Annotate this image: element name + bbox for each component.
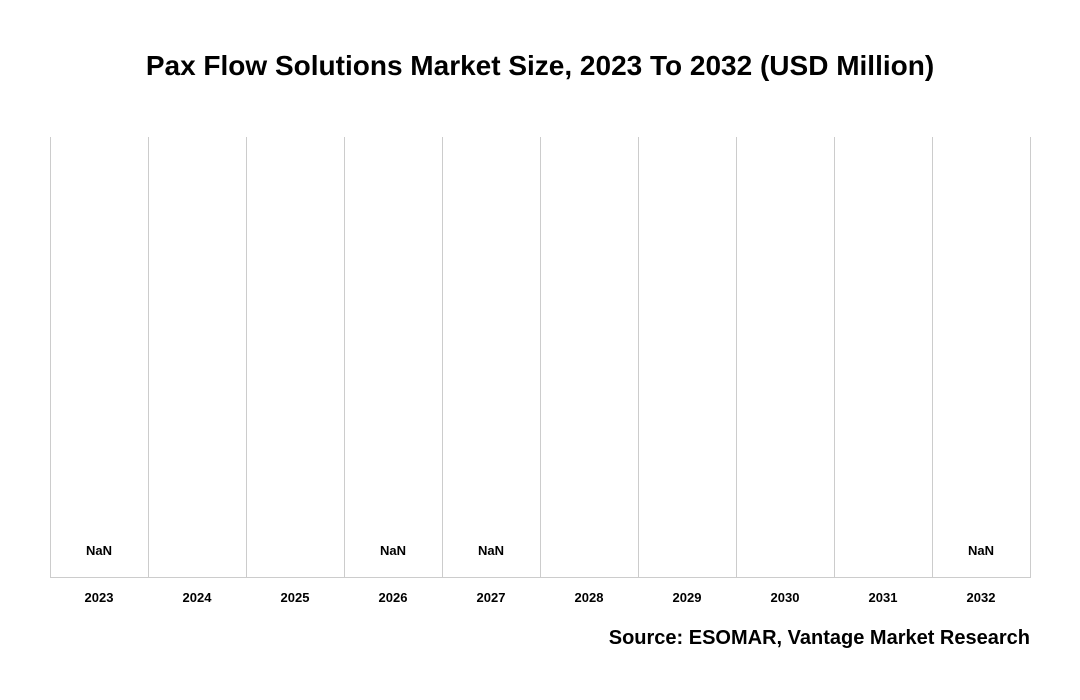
x-tick-label: 2026	[344, 590, 442, 605]
gridline	[932, 137, 933, 578]
value-label: NaN	[442, 543, 540, 558]
x-axis-line	[50, 577, 1030, 578]
gridline	[540, 137, 541, 578]
x-tick-label: 2025	[246, 590, 344, 605]
gridline	[344, 137, 345, 578]
chart-title: Pax Flow Solutions Market Size, 2023 To …	[0, 50, 1080, 82]
gridline	[1030, 137, 1031, 578]
value-label: NaN	[50, 543, 148, 558]
gridline	[834, 137, 835, 578]
gridline	[148, 137, 149, 578]
x-tick-label: 2024	[148, 590, 246, 605]
gridline	[50, 137, 51, 578]
x-tick-label: 2023	[50, 590, 148, 605]
x-tick-label: 2030	[736, 590, 834, 605]
plot-area: NaNNaNNaNNaN	[50, 137, 1030, 578]
x-tick-label: 2028	[540, 590, 638, 605]
x-tick-label: 2031	[834, 590, 932, 605]
value-label: NaN	[932, 543, 1030, 558]
value-label: NaN	[344, 543, 442, 558]
source-attribution: Source: ESOMAR, Vantage Market Research	[609, 627, 1030, 650]
gridline	[442, 137, 443, 578]
gridline	[736, 137, 737, 578]
gridline	[246, 137, 247, 578]
x-tick-label: 2029	[638, 590, 736, 605]
x-tick-label: 2027	[442, 590, 540, 605]
gridline	[638, 137, 639, 578]
x-tick-label: 2032	[932, 590, 1030, 605]
